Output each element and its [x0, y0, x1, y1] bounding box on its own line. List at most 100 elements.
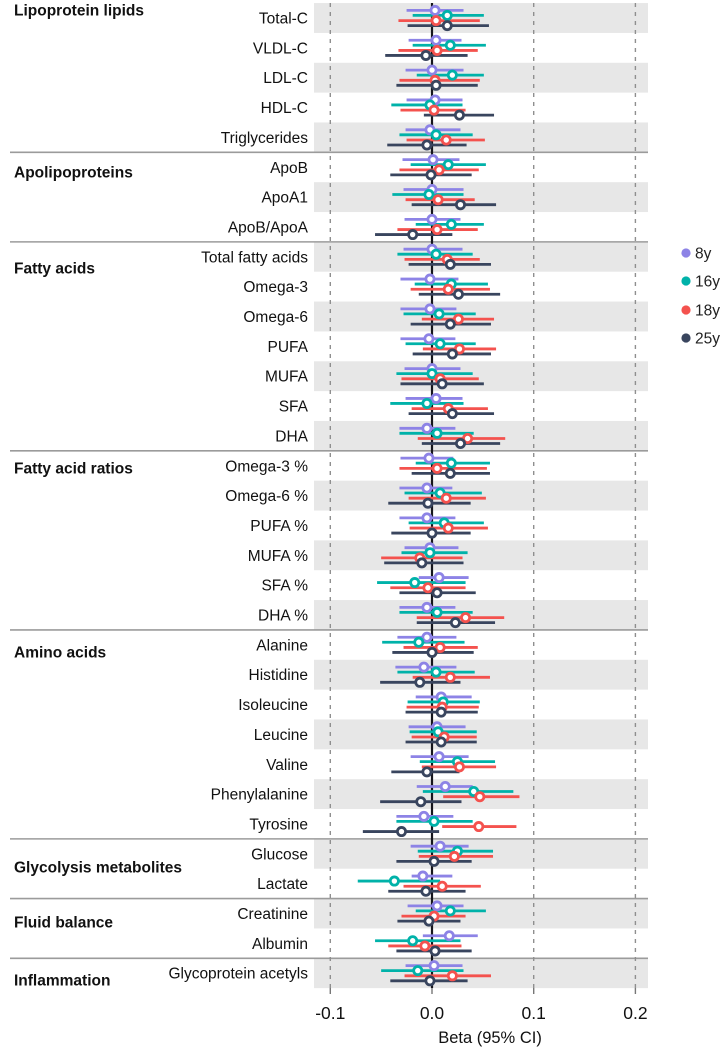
ci-marker	[440, 134, 452, 146]
row-label: Tyrosine	[249, 816, 308, 833]
row-label: PUFA	[268, 339, 309, 356]
row-band	[314, 540, 648, 571]
ci-marker	[420, 885, 432, 897]
ci-marker	[426, 527, 438, 539]
x-tick-label: -0.1	[315, 1003, 345, 1023]
ci-marker	[422, 582, 434, 594]
ci-marker	[421, 512, 433, 524]
ci-marker	[430, 79, 442, 91]
ci-marker	[446, 970, 458, 982]
ci-marker	[421, 601, 433, 613]
row-label: SFA %	[261, 578, 308, 595]
row-band	[314, 3, 648, 33]
row-label: VLDL-C	[253, 40, 308, 57]
ci-marker	[424, 303, 436, 315]
category-label: Fatty acid ratios	[14, 461, 133, 478]
ci-marker	[444, 39, 456, 51]
row-label: Isoleucine	[238, 697, 308, 714]
ci-marker	[430, 392, 442, 404]
category-label: Inflammation	[14, 973, 110, 990]
ci-marker	[413, 636, 425, 648]
ci-marker	[421, 631, 433, 643]
legend-dot	[681, 276, 691, 286]
ci-marker	[412, 965, 424, 977]
ci-marker	[415, 796, 427, 808]
ci-marker	[446, 348, 458, 360]
row-band	[314, 659, 648, 690]
row-band	[314, 182, 648, 213]
ci-marker	[423, 452, 435, 464]
category-label: Fatty acids	[14, 261, 95, 278]
row-label: Creatinine	[237, 906, 308, 923]
ci-marker	[445, 218, 457, 230]
ci-marker	[431, 44, 443, 56]
ci-marker	[434, 641, 446, 653]
ci-marker	[428, 815, 440, 827]
ci-marker	[388, 875, 400, 887]
ci-marker	[421, 139, 433, 151]
ci-marker	[442, 159, 454, 171]
row-label: DHA	[275, 428, 308, 445]
ci-marker	[432, 194, 444, 206]
x-tick-label: 0.1	[522, 1003, 546, 1023]
ci-marker	[420, 49, 432, 61]
ci-marker	[454, 199, 466, 211]
ci-marker	[433, 164, 445, 176]
ci-marker	[430, 34, 442, 46]
ci-marker	[426, 213, 438, 225]
ci-marker	[423, 188, 435, 200]
ci-marker	[430, 248, 442, 260]
ci-marker	[428, 855, 440, 867]
ci-marker	[414, 676, 426, 688]
row-band	[314, 719, 648, 750]
legend-label: 18y	[695, 303, 720, 320]
row-band	[314, 958, 648, 989]
legend-label: 8y	[695, 246, 712, 263]
ci-marker	[426, 64, 438, 76]
ci-marker	[409, 577, 421, 589]
row-band	[314, 600, 648, 630]
ci-marker	[407, 229, 419, 241]
ci-marker	[435, 706, 447, 718]
row-label: Leucine	[254, 727, 308, 744]
ci-marker	[424, 975, 436, 987]
row-label: Lactate	[257, 876, 308, 893]
ci-marker	[428, 960, 440, 972]
ci-marker	[430, 15, 442, 27]
ci-marker	[431, 427, 443, 439]
row-label: Triglycerides	[221, 130, 309, 147]
row-label: Omega-3	[243, 279, 308, 296]
ci-marker	[428, 104, 440, 116]
ci-marker	[435, 736, 447, 748]
ci-marker	[449, 617, 461, 629]
ci-marker	[434, 338, 446, 350]
row-band	[314, 62, 648, 93]
ci-marker	[429, 945, 441, 957]
row-label: Glucose	[251, 846, 308, 863]
ci-marker	[421, 397, 433, 409]
ci-marker	[452, 313, 464, 325]
ci-marker	[426, 646, 438, 658]
row-label: Valine	[266, 757, 308, 774]
row-band	[314, 838, 648, 869]
row-label: Omega-3 %	[225, 458, 308, 475]
ci-marker	[431, 900, 443, 912]
ci-marker	[445, 457, 457, 469]
ci-marker	[431, 462, 443, 474]
row-label: Albumin	[252, 936, 308, 953]
ci-marker	[421, 422, 433, 434]
category-label: Glycolysis metabolites	[14, 860, 182, 877]
row-label: Omega-6	[243, 309, 308, 326]
legend-dot	[681, 333, 691, 343]
row-label: MUFA %	[248, 548, 309, 565]
ci-marker	[433, 751, 445, 763]
ci-marker	[433, 572, 445, 584]
row-label: SFA	[279, 399, 309, 416]
ci-marker	[442, 283, 454, 295]
row-label: Histidine	[249, 667, 308, 684]
ci-marker	[422, 497, 434, 509]
ci-marker	[443, 930, 455, 942]
row-label: Omega-6 %	[225, 488, 308, 505]
category-label: Fluid balance	[14, 915, 113, 932]
ci-marker	[436, 880, 448, 892]
